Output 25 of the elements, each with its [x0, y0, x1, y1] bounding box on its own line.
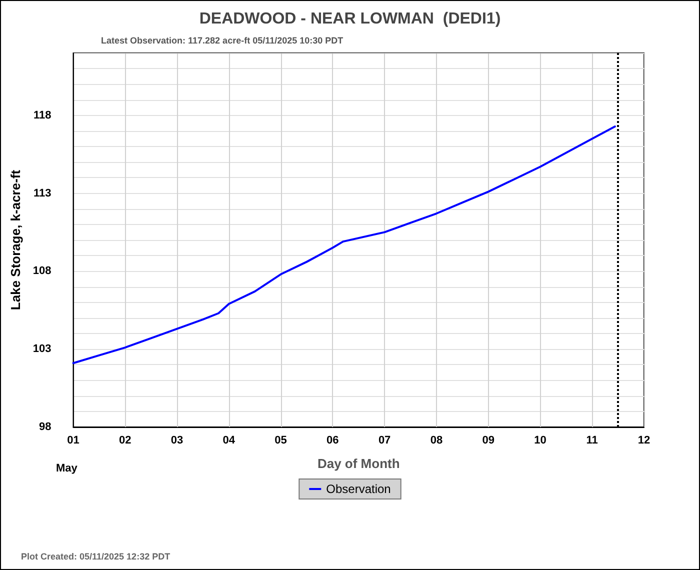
text: Latest Observation: 117.282 acre-ft 05/11/2025 10:30 PDT — [101, 36, 344, 46]
y-tick-label: 103 — [32, 343, 52, 356]
x-tick-label: 05 — [274, 434, 287, 446]
x-tick-label: 06 — [326, 434, 339, 446]
x-tick-label: 02 — [119, 434, 132, 446]
y-tick-label: 118 — [34, 109, 52, 122]
x-tick-label: 12 — [638, 434, 650, 446]
y-tick-label: 108 — [32, 265, 52, 278]
x-tick-label: 03 — [170, 434, 184, 446]
x-tick-label: 09 — [482, 434, 494, 446]
line-series — [72, 126, 616, 364]
x-tick-label: 07 — [378, 434, 391, 446]
x-tick-label: 04 — [222, 434, 236, 446]
chart-title: DEADWOOD - NEAR LOWMAN (DEDI1) — [199, 10, 501, 28]
x-tick-label: 01 — [67, 434, 80, 446]
text: May — [56, 462, 78, 474]
text: Plot Created: 05/11/2025 12:32 PDT — [21, 552, 171, 562]
x-axis-title: Day of Month — [317, 456, 400, 471]
x-tick-label: 08 — [430, 434, 443, 446]
legend-label: Observation — [326, 482, 391, 496]
y-tick-label: 98 — [39, 421, 52, 433]
x-tick-label: 11 — [586, 434, 598, 446]
y-tick-label: 113 — [34, 187, 52, 200]
x-tick-label: 10 — [534, 434, 546, 446]
y-axis-title: Lake Storage, k-acre-ft — [8, 169, 23, 310]
